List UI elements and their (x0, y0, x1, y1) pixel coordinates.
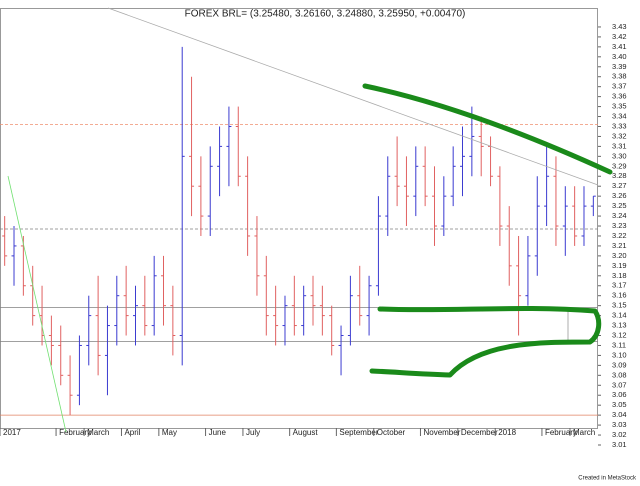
annotation-stroke (369, 305, 602, 378)
y-tick-label: 3.25 (612, 201, 627, 210)
y-tick-label: 3.29 (612, 161, 627, 170)
y-tick-label: 3.32 (612, 131, 627, 140)
y-tick-label: 3.39 (612, 62, 627, 71)
x-tick-label: November (423, 428, 460, 437)
y-tick-label: 3.23 (612, 221, 627, 230)
y-tick-label: 3.19 (612, 261, 627, 270)
x-tick-label: February (59, 428, 91, 437)
y-tick-label: 3.15 (612, 301, 627, 310)
y-tick-label: 3.08 (612, 370, 627, 379)
y-tick-label: 3.33 (612, 121, 627, 130)
y-tick-label: 3.10 (612, 350, 627, 359)
y-tick-label: 3.11 (612, 340, 626, 349)
y-tick-label: 3.05 (612, 400, 627, 409)
trend-line (7, 175, 67, 433)
y-tick-label: 3.34 (612, 112, 627, 121)
y-tick-label: 3.26 (612, 191, 627, 200)
y-tick-label: 3.17 (612, 281, 627, 290)
x-tick-label: July (246, 428, 260, 437)
y-tick-label: 3.31 (612, 141, 627, 150)
x-tick-label: May (162, 428, 177, 437)
annotation-stroke (362, 83, 613, 175)
plot-frame (0, 8, 598, 429)
y-tick-label: 3.30 (612, 151, 627, 160)
y-tick-label: 3.40 (612, 52, 627, 61)
footer: Created in MetaStock (578, 476, 637, 482)
y-tick-label: 3.35 (612, 102, 627, 111)
chart-title: FOREX BRL= (3.25480, 3.26160, 3.24880, 3… (185, 9, 466, 20)
plot: 3.013.023.033.043.053.063.073.083.093.10… (0, 22, 627, 449)
y-tick-label: 3.24 (612, 211, 627, 220)
x-tick-label: August (293, 428, 319, 437)
y-tick-label: 3.12 (612, 330, 627, 339)
y-tick-label: 3.09 (612, 360, 627, 369)
y-tick-label: 3.27 (612, 181, 627, 190)
y-tick-label: 3.41 (612, 42, 627, 51)
y-tick-label: 3.20 (612, 251, 627, 260)
y-tick-label: 3.13 (612, 321, 627, 330)
y-tick-label: 3.18 (612, 271, 627, 280)
y-tick-label: 3.03 (612, 420, 627, 429)
x-tick-label: 2018 (498, 428, 516, 437)
x-tick-label: June (209, 428, 227, 437)
y-tick-label: 3.42 (612, 32, 627, 41)
y-tick-label: 3.16 (612, 291, 627, 300)
y-tick-label: 3.37 (612, 82, 627, 91)
x-tick-label: September (339, 428, 378, 437)
y-tick-label: 3.02 (612, 430, 627, 439)
x-tick-label: March (87, 428, 109, 437)
x-tick-label: December (461, 428, 498, 437)
y-tick-label: 3.36 (612, 92, 627, 101)
y-tick-label: 3.04 (612, 410, 627, 419)
y-tick-label: 3.07 (612, 380, 627, 389)
y-tick-label: 3.38 (612, 72, 627, 81)
y-tick-label: 3.22 (612, 231, 627, 240)
y-tick-label: 3.21 (612, 241, 627, 250)
y-tick-label: 3.28 (612, 171, 627, 180)
x-tick-label: February (545, 428, 577, 437)
y-tick-label: 3.43 (612, 22, 627, 31)
y-tick-label: 3.01 (612, 440, 627, 449)
y-tick-label: 3.06 (612, 390, 627, 399)
y-tick-label: 3.14 (612, 311, 627, 320)
trend-line (107, 7, 599, 186)
x-tick-label: 2017 (3, 428, 21, 437)
x-tick-label: March (573, 428, 595, 437)
x-tick-label: April (124, 428, 140, 437)
x-tick-label: October (377, 428, 406, 437)
